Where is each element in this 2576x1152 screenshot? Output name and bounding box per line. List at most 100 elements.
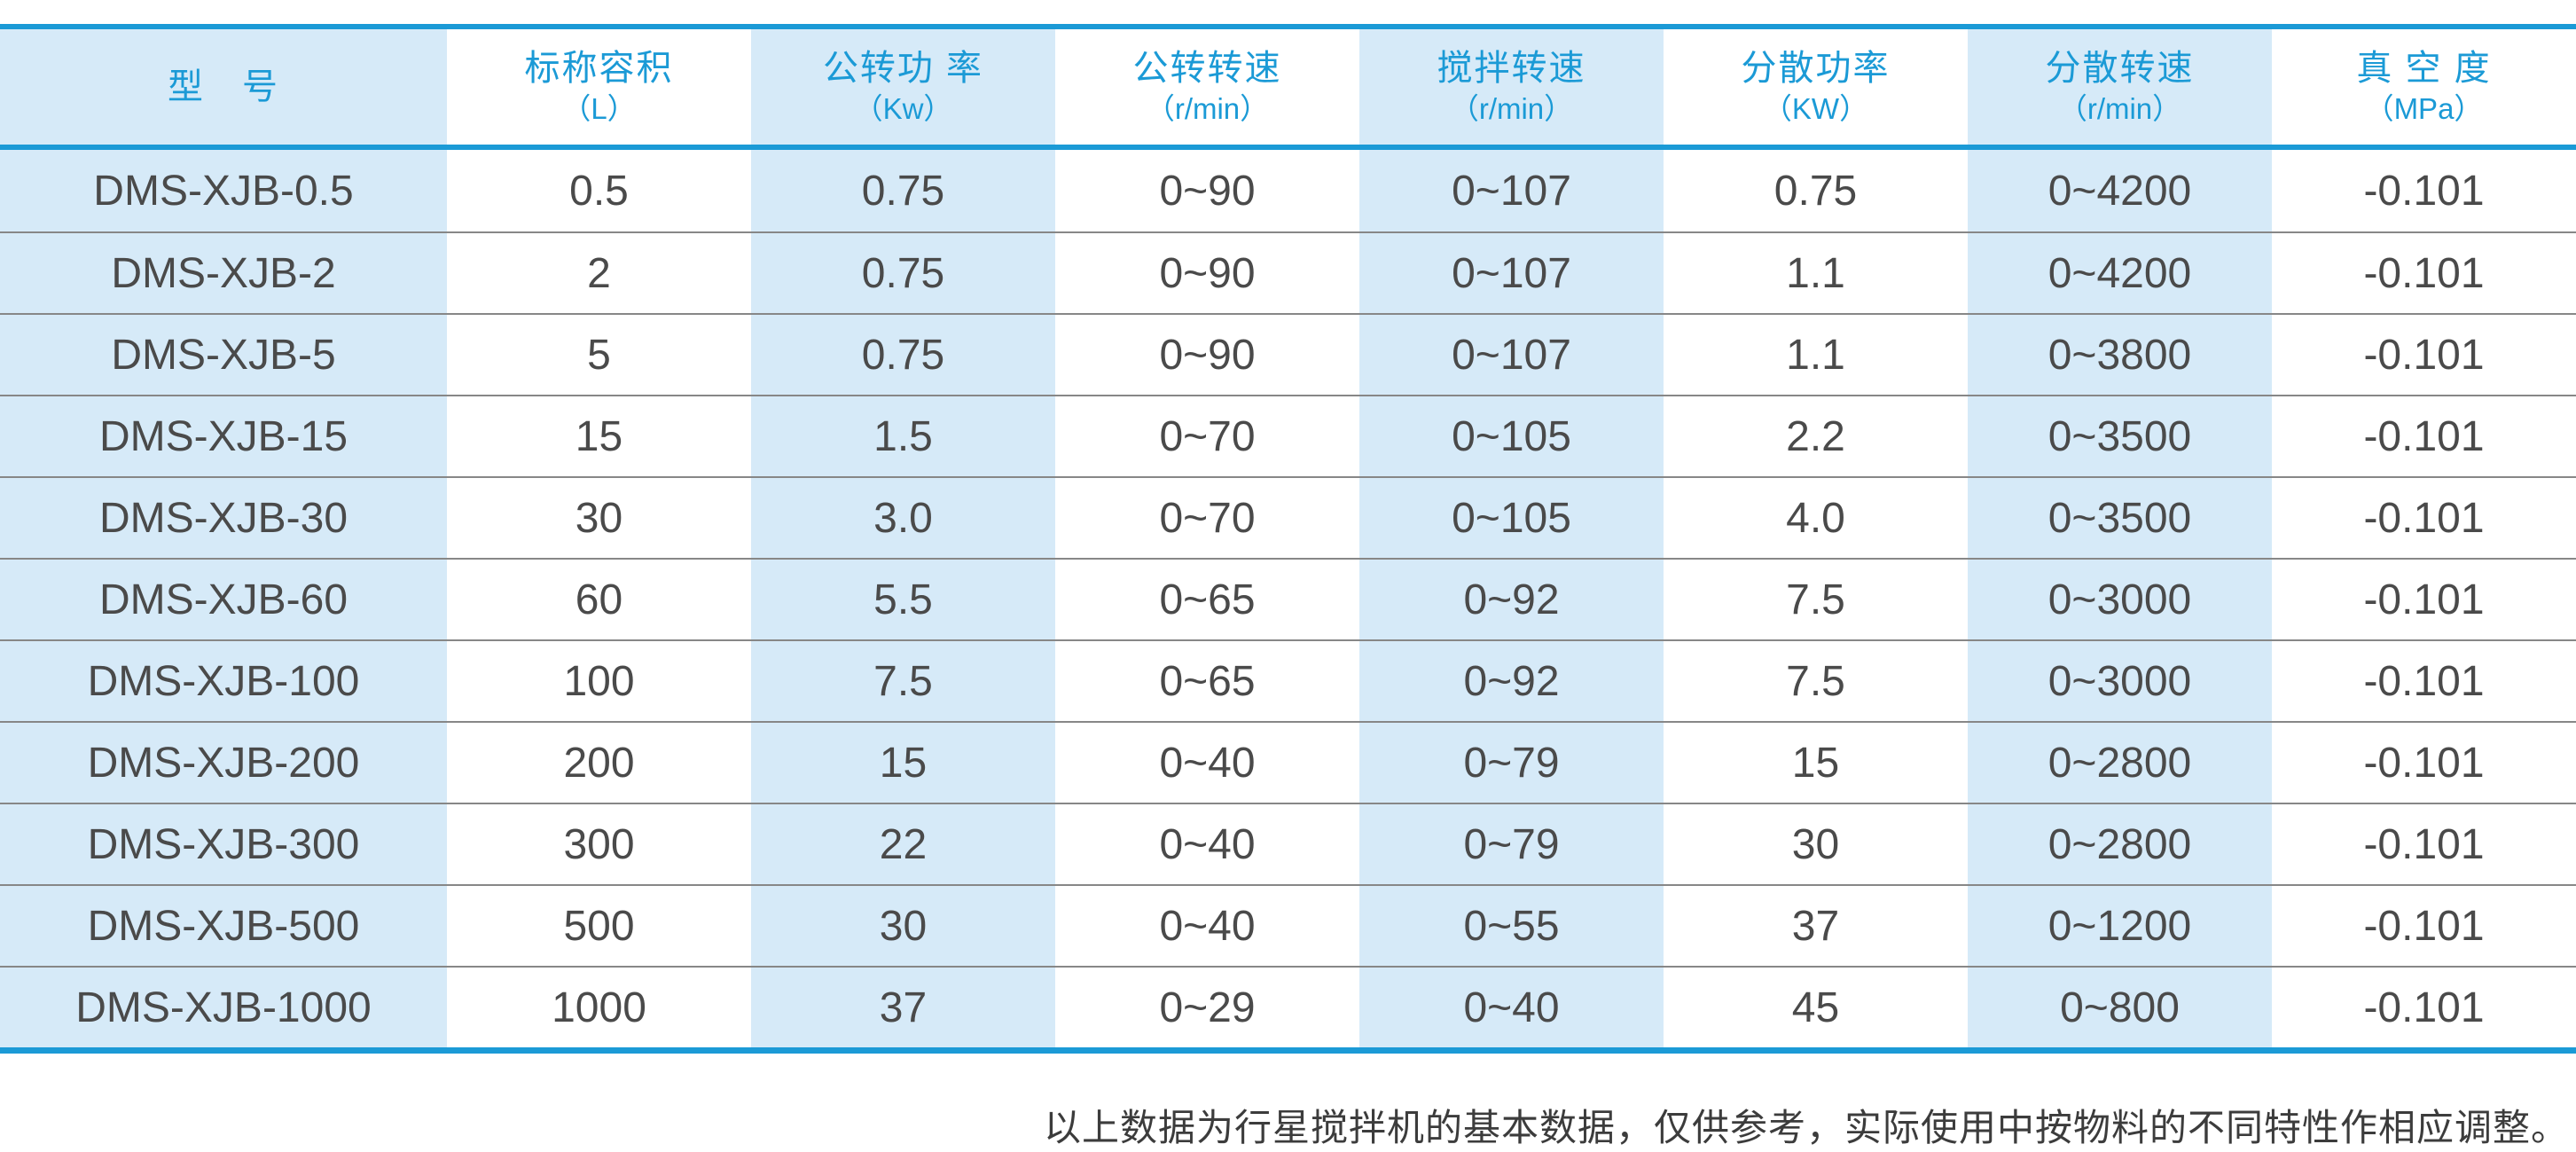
value-cell: 15 (1664, 721, 1968, 803)
value-cell: 37 (1664, 884, 1968, 966)
value-cell: 1.1 (1664, 313, 1968, 395)
value-cell: 0~107 (1359, 313, 1664, 395)
value-cell: 30 (751, 884, 1055, 966)
value-cell: -0.101 (2272, 313, 2576, 395)
column-header-3: 公转功 率（Kw） (751, 29, 1055, 150)
value-cell: 200 (447, 721, 751, 803)
column-header-unit: （r/min） (1145, 92, 1270, 126)
value-cell: -0.101 (2272, 966, 2576, 1047)
value-cell: 0~40 (1055, 884, 1359, 966)
value-cell: 0.75 (1664, 150, 1968, 231)
value-cell: 300 (447, 803, 751, 884)
value-cell: 0~1200 (1968, 884, 2272, 966)
value-cell: -0.101 (2272, 395, 2576, 476)
value-cell: 0~2800 (1968, 721, 2272, 803)
value-cell: 0.5 (447, 150, 751, 231)
column-header-unit: （r/min） (2057, 92, 2182, 126)
column-header-label: 公转转速 (1132, 49, 1282, 89)
value-cell: 0~92 (1359, 639, 1664, 721)
value-cell: 0~107 (1359, 231, 1664, 313)
value-cell: 0~105 (1359, 395, 1664, 476)
model-cell: DMS-XJB-15 (0, 395, 447, 476)
column-header-8: 真 空 度（MPa） (2272, 29, 2576, 150)
value-cell: -0.101 (2272, 558, 2576, 639)
value-cell: 0~2800 (1968, 803, 2272, 884)
value-cell: -0.101 (2272, 803, 2576, 884)
value-cell: 0~105 (1359, 476, 1664, 558)
column-header-unit: （L） (561, 92, 637, 126)
value-cell: -0.101 (2272, 231, 2576, 313)
value-cell: 0~107 (1359, 150, 1664, 231)
column-header-unit: （r/min） (1449, 92, 1574, 126)
value-cell: 0~3500 (1968, 476, 2272, 558)
value-cell: 3.0 (751, 476, 1055, 558)
value-cell: 1000 (447, 966, 751, 1047)
value-cell: 30 (447, 476, 751, 558)
model-cell: DMS-XJB-30 (0, 476, 447, 558)
value-cell: 60 (447, 558, 751, 639)
value-cell: -0.101 (2272, 884, 2576, 966)
value-cell: 45 (1664, 966, 1968, 1047)
column-header-5: 搅拌转速 （r/min） (1359, 29, 1664, 150)
model-cell: DMS-XJB-2 (0, 231, 447, 313)
column-header-4: 公转转速 （r/min） (1055, 29, 1359, 150)
column-header-6: 分散功率 （KW） (1664, 29, 1968, 150)
value-cell: 0~29 (1055, 966, 1359, 1047)
value-cell: 1.5 (751, 395, 1055, 476)
value-cell: 0~90 (1055, 231, 1359, 313)
value-cell: 0.75 (751, 231, 1055, 313)
value-cell: -0.101 (2272, 721, 2576, 803)
value-cell: 500 (447, 884, 751, 966)
column-header-unit: （KW） (1762, 92, 1869, 126)
value-cell: 7.5 (1664, 639, 1968, 721)
value-cell: 0~3800 (1968, 313, 2272, 395)
model-cell: DMS-XJB-0.5 (0, 150, 447, 231)
column-header-unit: （Kw） (853, 92, 953, 126)
value-cell: 0~70 (1055, 395, 1359, 476)
value-cell: 1.1 (1664, 231, 1968, 313)
value-cell: -0.101 (2272, 150, 2576, 231)
value-cell: 0~65 (1055, 639, 1359, 721)
value-cell: 7.5 (751, 639, 1055, 721)
value-cell: 0~800 (1968, 966, 2272, 1047)
value-cell: 5 (447, 313, 751, 395)
footer-note: 以上数据为行星搅拌机的基本数据，仅供参考，实际使用中按物料的不同特性作相应调整。 (1043, 1109, 2569, 1149)
value-cell: 100 (447, 639, 751, 721)
value-cell: 0~79 (1359, 803, 1664, 884)
column-header-label: 分散功率 (1741, 49, 1891, 89)
spec-table: 型 号标称容积 （L） 公转功 率（Kw） 公转转速 （r/min） 搅拌转速 （r/min… (0, 24, 2576, 1054)
column-header-2: 标称容积 （L） (447, 29, 751, 150)
value-cell: 30 (1664, 803, 1968, 884)
value-cell: 0~79 (1359, 721, 1664, 803)
value-cell: 15 (447, 395, 751, 476)
model-cell: DMS-XJB-300 (0, 803, 447, 884)
value-cell: 4.0 (1664, 476, 1968, 558)
value-cell: 0~3000 (1968, 558, 2272, 639)
value-cell: 0~90 (1055, 313, 1359, 395)
column-header-label: 标称容积 (524, 49, 674, 89)
model-cell: DMS-XJB-100 (0, 639, 447, 721)
value-cell: 2 (447, 231, 751, 313)
column-header-label: 分散转速 (2045, 49, 2195, 89)
value-cell: 0.75 (751, 150, 1055, 231)
value-cell: 0~3500 (1968, 395, 2272, 476)
value-cell: 0~90 (1055, 150, 1359, 231)
value-cell: 0~55 (1359, 884, 1664, 966)
value-cell: 0~40 (1055, 803, 1359, 884)
column-header-unit: （MPa） (2364, 92, 2484, 126)
value-cell: 22 (751, 803, 1055, 884)
column-header-label: 公转功 率 (822, 49, 984, 89)
value-cell: 0~70 (1055, 476, 1359, 558)
value-cell: 0~40 (1359, 966, 1664, 1047)
column-header-1: 型 号 (0, 29, 447, 150)
value-cell: -0.101 (2272, 476, 2576, 558)
value-cell: 0~3000 (1968, 639, 2272, 721)
value-cell: 0~4200 (1968, 231, 2272, 313)
column-header-7: 分散转速 （r/min） (1968, 29, 2272, 150)
model-cell: DMS-XJB-500 (0, 884, 447, 966)
value-cell: 37 (751, 966, 1055, 1047)
value-cell: 2.2 (1664, 395, 1968, 476)
model-cell: DMS-XJB-60 (0, 558, 447, 639)
value-cell: 0.75 (751, 313, 1055, 395)
